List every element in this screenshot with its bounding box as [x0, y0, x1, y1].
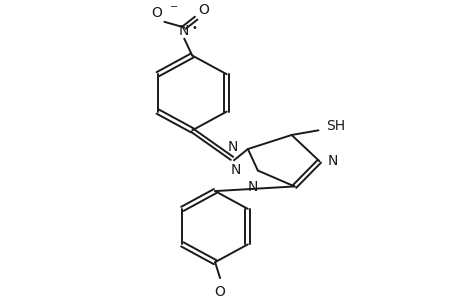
Text: −: −: [170, 2, 178, 12]
Text: N: N: [179, 24, 189, 38]
Text: SH: SH: [326, 118, 345, 133]
Text: O: O: [198, 3, 208, 17]
Text: N: N: [247, 180, 257, 194]
Text: N: N: [230, 163, 241, 177]
Text: O: O: [214, 285, 225, 298]
Text: O: O: [151, 6, 162, 20]
Text: N: N: [327, 154, 337, 168]
Text: N: N: [227, 140, 237, 154]
Text: •: •: [191, 23, 197, 33]
